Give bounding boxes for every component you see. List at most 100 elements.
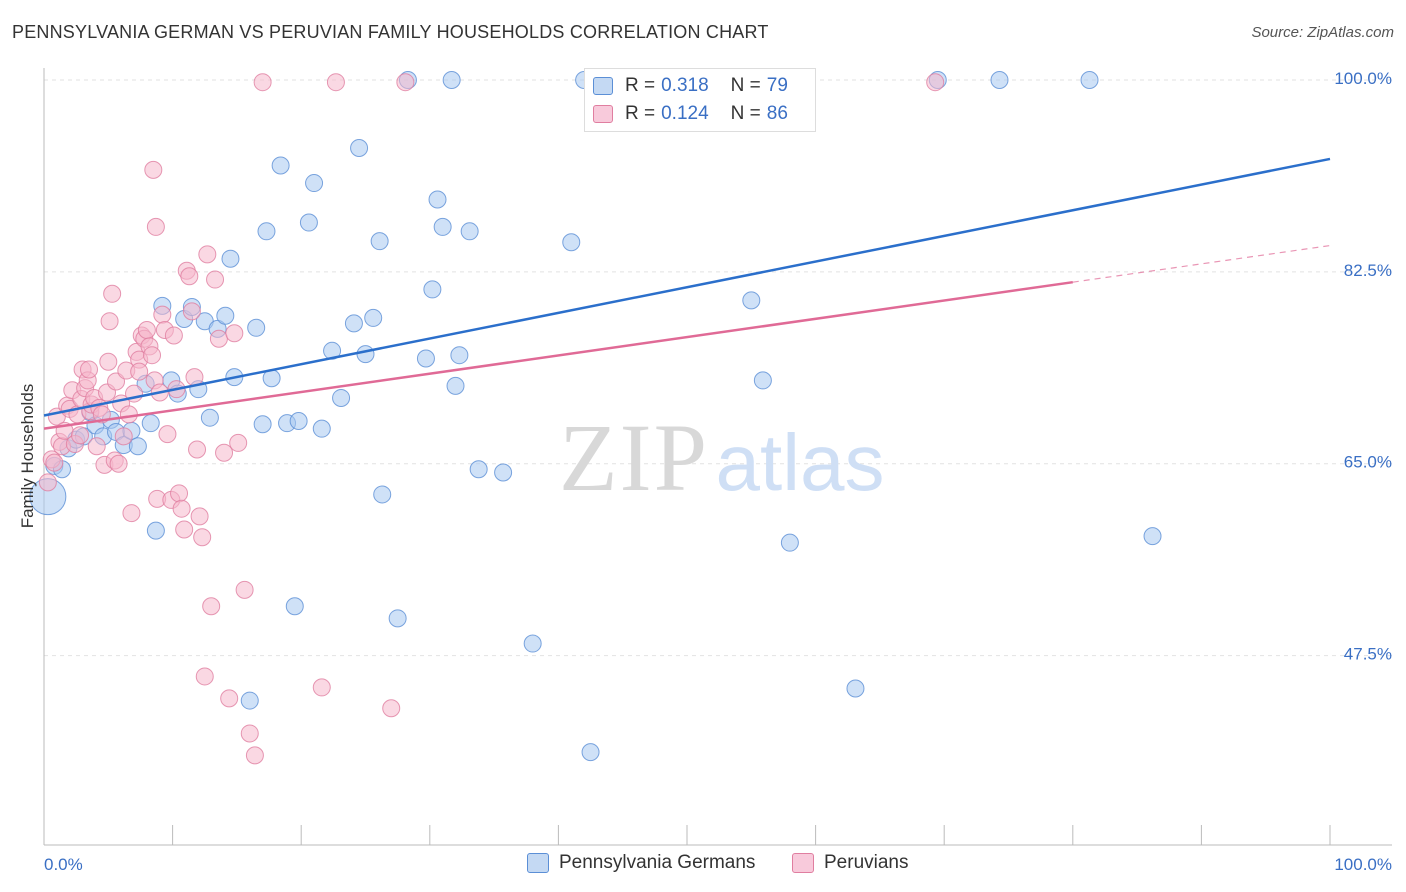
- data-point-blue: [388, 609, 407, 628]
- data-point-blue: [581, 743, 600, 762]
- data-point-blue: [216, 306, 235, 325]
- data-point-pink: [122, 504, 141, 523]
- data-point-blue: [221, 249, 240, 268]
- legend-r-label: R =: [625, 103, 656, 124]
- watermark-atlas: atlas: [716, 418, 885, 507]
- legend-swatch-pink: [593, 105, 613, 123]
- data-point-blue: [299, 213, 318, 232]
- data-point-blue: [141, 414, 160, 433]
- data-point-pink: [926, 73, 945, 92]
- data-point-pink: [175, 520, 194, 539]
- data-point-pink: [190, 507, 209, 526]
- data-point-pink: [144, 160, 163, 179]
- trend-line-extension-pink: [1072, 244, 1331, 283]
- data-point-pink: [396, 73, 415, 92]
- y-tick-label: 82.5%: [1344, 261, 1392, 280]
- data-point-blue: [990, 71, 1009, 89]
- data-point-pink: [180, 267, 199, 286]
- series-swatch-pink: [792, 853, 814, 873]
- data-point-pink: [202, 597, 221, 616]
- grid-layer: [44, 79, 1392, 657]
- data-point-blue: [323, 341, 342, 360]
- data-point-pink: [235, 580, 254, 599]
- data-point-pink: [206, 270, 225, 289]
- legend-r-value: 0.124: [661, 103, 709, 124]
- x-tick-label-start: 0.0%: [44, 855, 83, 874]
- data-point-blue: [257, 222, 276, 241]
- data-point-blue: [247, 318, 266, 337]
- series-legend-peruvians: Peruvians: [792, 852, 909, 874]
- data-point-blue: [240, 691, 259, 710]
- legend-row-peruvians: R = 0.124 N = 86: [593, 102, 788, 126]
- data-point-blue: [780, 533, 799, 552]
- data-point-pink: [172, 499, 191, 518]
- data-point-pink: [107, 372, 126, 391]
- data-point-blue: [285, 597, 304, 616]
- data-point-blue: [356, 345, 375, 364]
- data-point-pink: [153, 305, 172, 324]
- data-point-blue: [1080, 71, 1099, 89]
- data-point-pink: [87, 437, 106, 456]
- data-point-pink: [103, 284, 122, 303]
- y-tick-label: 47.5%: [1344, 645, 1392, 664]
- data-point-pink: [220, 689, 239, 708]
- data-point-pink: [100, 312, 119, 331]
- data-point-pink: [80, 360, 99, 379]
- data-point-pink: [229, 433, 248, 452]
- series-legend: Pennsylvania Germans Peruvians: [0, 852, 1406, 878]
- data-point-pink: [146, 217, 165, 236]
- data-point-blue: [350, 138, 369, 157]
- chart-title: PENNSYLVANIA GERMAN VS PERUVIAN FAMILY H…: [12, 22, 769, 42]
- legend-swatch-blue: [593, 77, 613, 95]
- data-point-blue: [494, 463, 513, 482]
- data-point-pink: [38, 473, 57, 492]
- trend-line-blue: [43, 157, 1331, 417]
- data-point-blue: [128, 437, 147, 456]
- series-legend-pennsylvania-germans: Pennsylvania Germans: [527, 852, 755, 874]
- correlation-legend: R = 0.318 N = 79 R = 0.124 N = 86: [584, 68, 816, 132]
- data-point-blue: [428, 190, 447, 209]
- data-point-blue: [370, 232, 389, 251]
- data-point-pink: [99, 352, 118, 371]
- data-point-blue: [416, 349, 435, 368]
- source-credit: Source: ZipAtlas.com: [1251, 24, 1394, 41]
- data-point-blue: [373, 485, 392, 504]
- y-tick-label: 100.0%: [1334, 69, 1392, 88]
- data-point-blue: [446, 376, 465, 395]
- data-point-blue: [271, 156, 290, 175]
- data-point-blue: [523, 634, 542, 653]
- x-tick-label-end: 100.0%: [1334, 855, 1392, 874]
- legend-r-value: 0.318: [661, 75, 709, 96]
- data-point-pink: [245, 746, 264, 765]
- data-point-pink: [114, 427, 133, 446]
- legend-n-label: N =: [730, 75, 761, 96]
- data-point-pink: [182, 302, 201, 321]
- tick-label-layer: 47.5% 65.0% 82.5% 100.0% 0.0% 100.0%: [44, 69, 1392, 874]
- data-point-blue: [312, 419, 331, 438]
- data-point-pink: [137, 320, 156, 339]
- legend-r-label: R =: [625, 75, 656, 96]
- data-point-pink: [198, 245, 217, 264]
- watermark: ZIP atlas: [559, 404, 884, 511]
- data-point-blue: [423, 280, 442, 299]
- data-point-pink: [193, 528, 212, 547]
- legend-n-value: 86: [766, 103, 788, 124]
- data-point-pink: [195, 667, 214, 686]
- series-label: Pennsylvania Germans: [559, 852, 756, 873]
- data-point-blue: [846, 679, 865, 698]
- data-point-pink: [326, 73, 345, 92]
- data-point-blue: [364, 308, 383, 327]
- data-point-blue: [253, 415, 272, 434]
- data-point-pink: [170, 484, 189, 503]
- data-point-blue: [460, 222, 479, 241]
- y-axis-label: Family Households: [18, 383, 37, 529]
- data-point-pink: [215, 443, 234, 462]
- data-point-blue: [469, 460, 488, 479]
- data-point-pink: [119, 405, 138, 424]
- data-point-pink: [158, 425, 177, 444]
- data-point-pink: [130, 362, 149, 381]
- data-point-pink: [109, 454, 128, 473]
- watermark-zip: ZIP: [559, 404, 709, 511]
- data-point-blue: [433, 217, 452, 236]
